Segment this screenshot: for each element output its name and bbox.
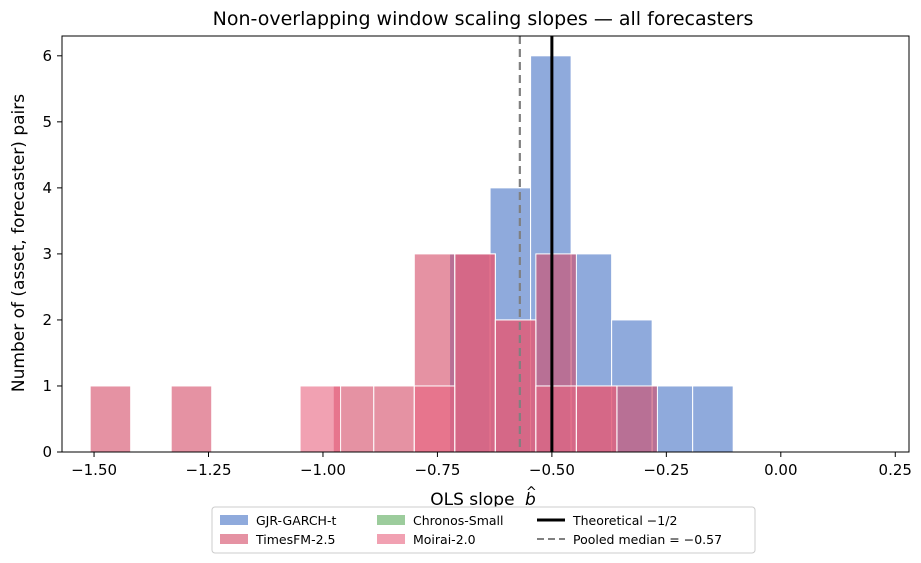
histogram-bar-3-0	[299, 385, 342, 453]
legend-label: GJR-GARCH-t	[256, 513, 336, 528]
legend-swatch	[220, 534, 248, 544]
plot-area-border	[61, 35, 910, 453]
x-tick-label: −1.50	[71, 461, 117, 479]
histogram-bar-3-2	[454, 253, 496, 453]
x-axis-ticks: −1.50 −1.25 −1.00 −0.75 −0.50 −0.25 0.00 0.25	[71, 452, 912, 479]
y-tick-label: 3	[42, 245, 52, 263]
y-tick-label: 6	[42, 47, 52, 65]
histogram-bar-3-3	[494, 319, 537, 453]
histogram-bar-3-1	[413, 385, 456, 453]
x-axis-label: OLS slope b	[430, 490, 535, 510]
y-axis-label: Number of (asset, forecaster) pairs	[9, 94, 29, 392]
histogram-bar-1-0	[89, 385, 132, 453]
x-axis-label-text: OLS slope	[430, 490, 514, 510]
histogram-bar-1-1	[170, 385, 213, 453]
histogram-bar-1-3	[373, 385, 415, 453]
chart-title: Non-overlapping window scaling slopes — …	[213, 8, 754, 30]
y-tick-label: 5	[42, 113, 52, 131]
y-tick-label: 1	[42, 377, 52, 395]
x-tick-label: −1.25	[186, 461, 232, 479]
x-tick-label: 0.00	[764, 461, 797, 479]
x-axis-label-accent: ^	[526, 485, 537, 500]
x-tick-label: −1.00	[300, 461, 346, 479]
legend-label: Theoretical −1/2	[572, 513, 677, 528]
y-axis-ticks: 0 1 2 3 4 5 6	[42, 47, 62, 461]
x-tick-label: 0.25	[879, 461, 912, 479]
legend-label: Moirai-2.0	[413, 532, 476, 547]
histogram-bar-0-5	[651, 385, 694, 453]
histogram-bar-1-9	[616, 385, 658, 453]
legend-label: Pooled median = −0.57	[573, 532, 722, 547]
histogram-bar-0-6	[692, 385, 734, 453]
legend-label: TimesFM-2.5	[255, 532, 335, 547]
x-tick-label: −0.25	[643, 461, 689, 479]
legend-swatch	[220, 515, 248, 525]
legend-swatch	[377, 534, 405, 544]
bars-layer	[89, 55, 734, 453]
reference-lines	[518, 36, 554, 452]
histogram-bar-3-4	[535, 385, 577, 453]
y-tick-label: 2	[42, 311, 52, 329]
legend-box	[211, 506, 756, 554]
x-tick-label: −0.50	[529, 461, 575, 479]
legend: GJR-GARCH-t TimesFM-2.5 Chronos-Small Moira…	[211, 506, 756, 554]
x-axis-label-symbol: b	[525, 490, 536, 510]
plot-frame	[61, 35, 910, 453]
legend-swatch	[377, 515, 405, 525]
x-tick-label: −0.75	[414, 461, 460, 479]
y-tick-label: 0	[42, 443, 52, 461]
histogram-bar-3-5	[575, 385, 618, 453]
y-tick-label: 4	[42, 179, 52, 197]
legend-label: Chronos-Small	[413, 513, 503, 528]
